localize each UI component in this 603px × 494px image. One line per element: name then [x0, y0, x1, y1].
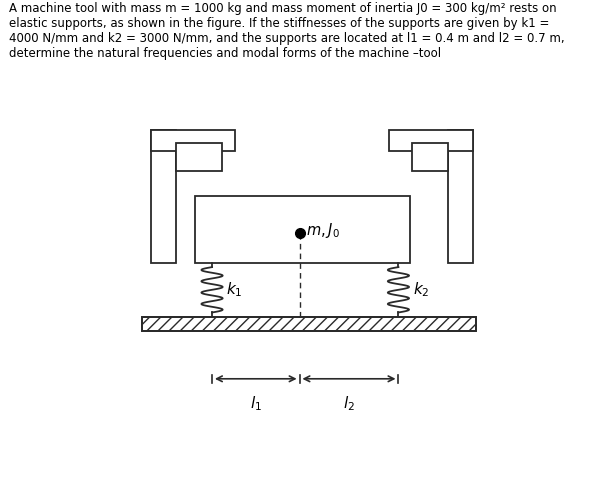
Text: $l_2$: $l_2$	[343, 394, 355, 412]
Text: A machine tool with mass m = 1000 kg and mass moment of inertia J0 = 300 kg/m² r: A machine tool with mass m = 1000 kg and…	[9, 2, 564, 60]
Bar	[195, 196, 410, 263]
Bar	[142, 317, 476, 331]
Text: $k_2$: $k_2$	[413, 281, 429, 299]
Bar	[389, 129, 473, 151]
Bar	[142, 317, 476, 331]
Bar	[176, 143, 221, 171]
Text: $k_1$: $k_1$	[227, 281, 243, 299]
Bar	[151, 129, 176, 263]
Bar	[412, 143, 448, 171]
Text: $l_1$: $l_1$	[250, 394, 262, 412]
Bar	[448, 129, 473, 263]
Text: $m, J_0$: $m, J_0$	[306, 221, 340, 241]
Bar	[151, 129, 235, 151]
